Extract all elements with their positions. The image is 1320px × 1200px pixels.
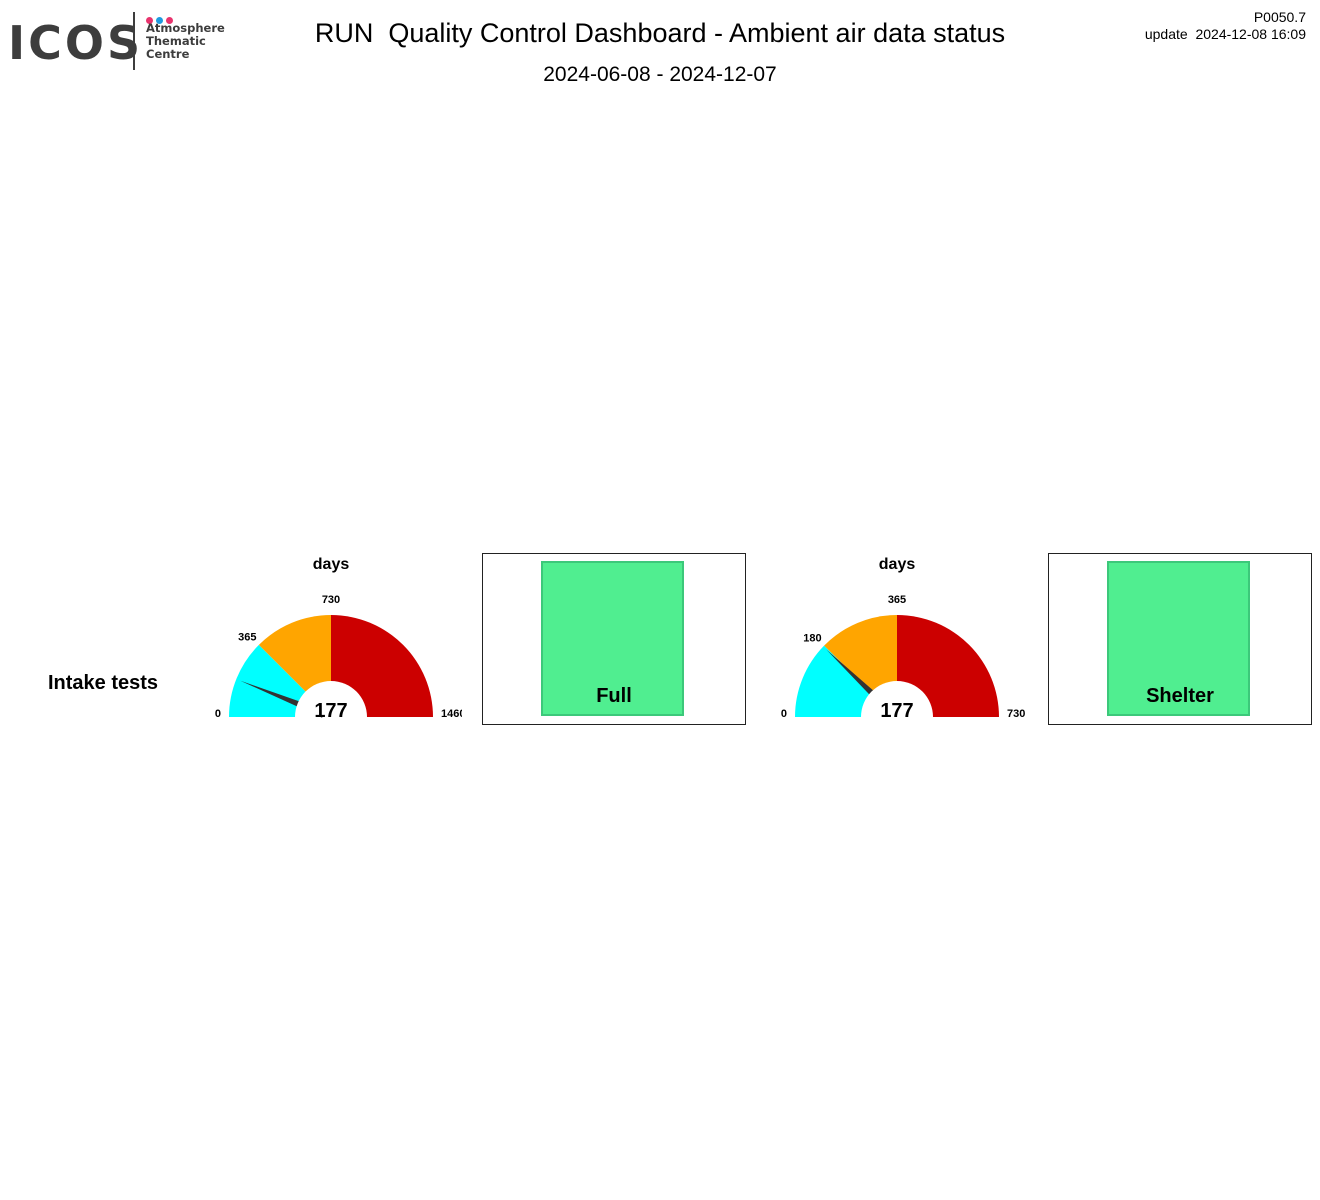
status-label: Full <box>596 685 632 707</box>
update-timestamp: update 2024-12-08 16:09 <box>1144 26 1306 42</box>
icos-logo: ICOS Atmosphere Thematic Centre <box>6 8 226 74</box>
logo-line-2: Thematic <box>146 34 206 48</box>
status-panel-shelter: Shelter <box>1048 553 1312 725</box>
status-indicator <box>1107 561 1250 716</box>
gauge-svg: 0 365 730 1460 days 177 <box>215 556 462 722</box>
logo-line-3: Centre <box>146 47 190 61</box>
gauge-panel-shelter-days: 0 180 365 730 days 177 <box>768 545 1028 735</box>
gauge-title: days <box>879 556 916 573</box>
gauge-tick-label: 1460 <box>441 708 462 720</box>
gauge-value: 177 <box>314 700 347 722</box>
logo-line-1: Atmosphere <box>146 21 225 35</box>
logo-dots <box>146 11 176 24</box>
report-code: P0050.7 <box>1253 9 1306 25</box>
status-label: Shelter <box>1146 685 1214 707</box>
gauge-band-3 <box>331 615 433 717</box>
gauge-svg: 0 180 365 730 days 177 <box>781 556 1025 722</box>
logo-wordmark: ICOS <box>8 16 144 70</box>
gauge-tick-label: 0 <box>215 708 221 720</box>
logo-dot-3 <box>166 17 173 24</box>
page-title: RUN Quality Control Dashboard - Ambient … <box>314 18 1006 48</box>
gauge-panel-intake-days: 0 365 730 1460 days 177 <box>202 545 462 735</box>
gauge-tick-label: 180 <box>803 632 821 644</box>
gauge-hub <box>861 681 933 717</box>
gauge-hub <box>295 681 367 717</box>
status-panel-full: Full <box>482 553 746 725</box>
gauge-tick-label: 365 <box>888 594 906 606</box>
logo-divider <box>133 12 135 70</box>
status-indicator <box>541 561 684 716</box>
gauge-band-3 <box>897 615 999 717</box>
gauge-tick-label: 730 <box>322 594 340 606</box>
gauge-value: 177 <box>880 700 913 722</box>
gauge-tick-label: 365 <box>238 632 256 644</box>
gauge-tick-label: 730 <box>1007 708 1025 720</box>
gauge-title: days <box>313 556 350 573</box>
period-range: 2024-06-08 - 2024-12-07 <box>543 63 777 86</box>
row-label-intake-tests: Intake tests <box>48 672 159 694</box>
logo-dot-2 <box>156 17 163 24</box>
gauge-tick-label: 0 <box>781 708 787 720</box>
logo-dot-1 <box>146 17 153 24</box>
